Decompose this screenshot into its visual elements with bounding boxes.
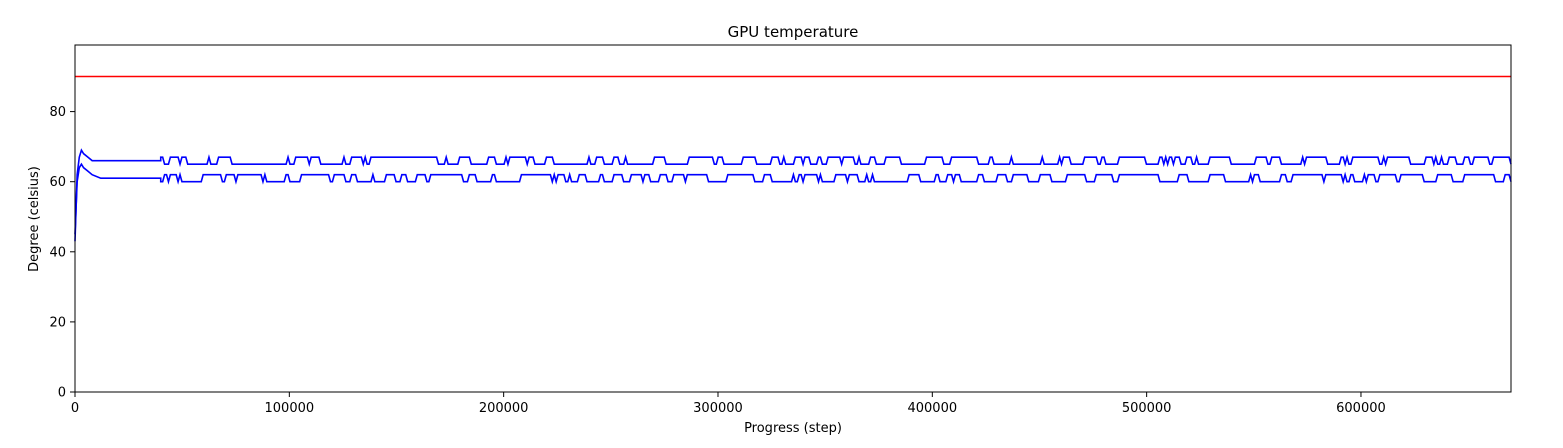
- x-tick-label: 400000: [907, 401, 957, 416]
- series-1: [74, 162, 1512, 235]
- series-line-0: [74, 148, 1512, 242]
- chart-title: GPU temperature: [728, 23, 859, 41]
- x-tick-label: 300000: [693, 401, 743, 416]
- y-tick-label: 60: [49, 175, 66, 190]
- series-line-1: [74, 162, 1512, 235]
- x-tick-label: 200000: [479, 401, 529, 416]
- y-axis: 0 20 40 60 80: [49, 105, 75, 401]
- y-tick-label: 0: [58, 386, 66, 401]
- y-tick-label: 20: [49, 315, 66, 330]
- y-tick-label: 40: [49, 245, 66, 260]
- plot-area: [74, 75, 1512, 242]
- y-tick-label: 80: [49, 105, 66, 120]
- x-axis: 0 100000 200000 300000 400000 500000 600000: [71, 392, 1386, 416]
- series-0: [74, 148, 1512, 242]
- x-tick-label: 600000: [1336, 401, 1386, 416]
- y-axis-label: Degree (celsius): [27, 166, 42, 272]
- x-tick-label: 100000: [265, 401, 315, 416]
- x-axis-label: Progress (step): [744, 421, 842, 436]
- x-tick-label: 500000: [1122, 401, 1172, 416]
- plot-frame: [74, 44, 1512, 393]
- x-tick-label: 0: [71, 401, 79, 416]
